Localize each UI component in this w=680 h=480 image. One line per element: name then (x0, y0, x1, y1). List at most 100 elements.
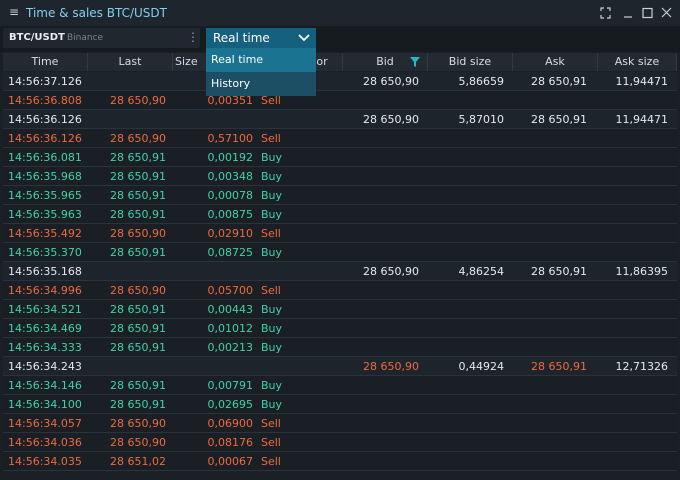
size: 0,00078 (207, 189, 254, 202)
toolbar: BTC/USDT Binance ⋮ (0, 26, 680, 52)
dropdown-option[interactable]: Real time (206, 48, 316, 72)
title-bar: ≡ Time & sales BTC/USDT (0, 0, 680, 26)
size: 0,08176 (207, 436, 254, 449)
fullscreen-button[interactable] (600, 7, 611, 19)
side: Buy (261, 303, 283, 316)
time: 14:56:34.035 (8, 455, 82, 468)
bid-size: 5,86659 (458, 75, 505, 88)
trade-row: 14:56:34.333 28 650,91 0,00213 Buy (3, 338, 677, 357)
trade-row: 14:56:36.808 28 650,90 0,00351 Sell (3, 91, 677, 110)
time: 14:56:34.243 (8, 360, 82, 373)
ask: 28 650,91 (531, 75, 587, 88)
mode-dropdown[interactable]: Real time (206, 28, 316, 48)
side: Sell (261, 417, 281, 430)
last-price: 28 650,91 (110, 379, 166, 392)
time: 14:56:35.168 (8, 265, 82, 278)
size: 0,05700 (207, 284, 254, 297)
more-button[interactable]: ⋮ (187, 30, 199, 44)
side: Sell (261, 227, 281, 240)
quote-row: 14:56:36.126 28 650,90 5,87010 28 650,91 11,… (3, 110, 677, 129)
mode-value: Real time (213, 31, 270, 45)
menu-icon[interactable]: ≡ (9, 5, 20, 19)
size: 0,00443 (207, 303, 254, 316)
column-header[interactable]: Ask size (598, 53, 677, 71)
last-price: 28 650,91 (110, 246, 166, 259)
ask-size: 12,71326 (615, 360, 669, 373)
column-header[interactable]: Ask (513, 53, 598, 71)
symbol: BTC/USDT (9, 32, 65, 43)
last-price: 28 650,91 (110, 398, 166, 411)
trade-row: 14:56:35.370 28 650,91 0,08725 Buy (3, 243, 677, 262)
time: 14:56:35.370 (8, 246, 82, 259)
trade-row: 14:56:34.521 28 650,91 0,00443 Buy (3, 300, 677, 319)
time: 14:56:34.996 (8, 284, 82, 297)
last-price: 28 650,91 (110, 341, 166, 354)
side: Buy (261, 341, 283, 354)
side: Sell (261, 132, 281, 145)
last-price: 28 650,91 (110, 322, 166, 335)
filter-icon[interactable] (410, 57, 420, 67)
time: 14:56:35.492 (8, 227, 82, 240)
symbol-selector[interactable]: BTC/USDT Binance ⋮ (3, 28, 200, 48)
time: 14:56:34.521 (8, 303, 82, 316)
last-price: 28 650,90 (110, 284, 166, 297)
time: 14:56:37.126 (8, 75, 82, 88)
column-header[interactable]: Time (3, 53, 88, 71)
side: Sell (261, 455, 281, 468)
trade-row: 14:56:34.469 28 650,91 0,01012 Buy (3, 319, 677, 338)
column-header[interactable]: Bid size (428, 53, 513, 71)
time: 14:56:36.081 (8, 151, 82, 164)
side: Buy (261, 170, 283, 183)
maximize-button[interactable] (642, 7, 653, 19)
size: 0,00067 (207, 455, 254, 468)
window-title: Time & sales BTC/USDT (26, 6, 167, 20)
ask-size: 11,86395 (615, 265, 669, 278)
side: Buy (261, 208, 283, 221)
trade-row: 14:56:34.996 28 650,90 0,05700 Sell (3, 281, 677, 300)
time: 14:56:36.808 (8, 94, 82, 107)
column-header[interactable]: Last (88, 53, 173, 71)
last-price: 28 650,90 (110, 436, 166, 449)
close-button[interactable] (661, 7, 672, 18)
last-price: 28 650,90 (110, 94, 166, 107)
time: 14:56:35.965 (8, 189, 82, 202)
time: 14:56:34.333 (8, 341, 82, 354)
time: 14:56:34.036 (8, 436, 82, 449)
time: 14:56:34.057 (8, 417, 82, 430)
last-price: 28 650,90 (110, 227, 166, 240)
dropdown-option[interactable]: History (206, 72, 316, 96)
size: 0,57100 (207, 132, 254, 145)
trade-row: 14:56:35.968 28 650,91 0,00348 Buy (3, 167, 677, 186)
last-price: 28 651,02 (110, 455, 166, 468)
side: Buy (261, 189, 283, 202)
side: Buy (261, 379, 283, 392)
last-price: 28 650,91 (110, 208, 166, 221)
size: 0,02910 (207, 227, 254, 240)
ask: 28 650,91 (531, 360, 587, 373)
last-price: 28 650,90 (110, 417, 166, 430)
last-price: 28 650,91 (110, 303, 166, 316)
quote-row: 14:56:37.126 28 650,90 5,86659 28 650,91 11,… (3, 72, 677, 91)
time: 14:56:34.146 (8, 379, 82, 392)
bid: 28 650,90 (363, 265, 419, 278)
side: Sell (261, 94, 281, 107)
bid-size: 0,44924 (458, 360, 505, 373)
time: 14:56:36.126 (8, 113, 82, 126)
trade-row: 14:56:34.146 28 650,91 0,00791 Buy (3, 376, 677, 395)
time: 14:56:34.469 (8, 322, 82, 335)
column-header[interactable]: Bid (343, 53, 428, 71)
last-price: 28 650,91 (110, 189, 166, 202)
size: 0,00213 (207, 341, 254, 354)
quote-row: 14:56:34.243 28 650,90 0,44924 28 650,91 12,… (3, 357, 677, 376)
window-controls (600, 7, 672, 19)
exchange: Binance (67, 33, 104, 43)
size: 0,08725 (207, 246, 254, 259)
trade-row: 14:56:34.057 28 650,90 0,06900 Sell (3, 414, 677, 433)
time: 14:56:35.963 (8, 208, 82, 221)
side: Sell (261, 436, 281, 449)
bid: 28 650,90 (363, 113, 419, 126)
side: Buy (261, 151, 283, 164)
ask: 28 650,91 (531, 265, 587, 278)
ask-size: 11,94471 (615, 75, 669, 88)
